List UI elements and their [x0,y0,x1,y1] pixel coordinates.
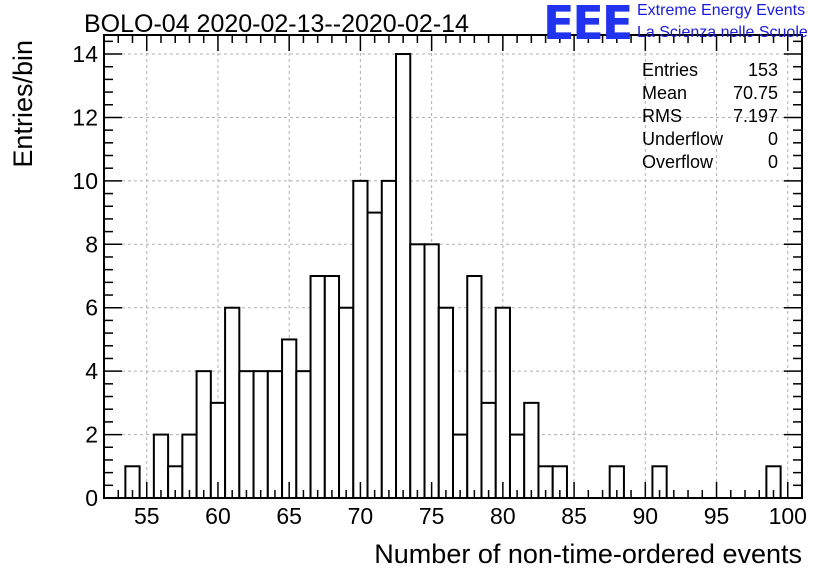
histogram-bar [494,306,511,499]
x-tick-label: 95 [704,503,730,529]
histogram-bar [380,179,398,499]
histogram-bar [409,243,426,499]
histogram-bar [423,243,440,499]
x-tick-label: 100 [769,503,807,529]
histogram-bars [124,53,782,500]
histogram-bar [508,433,526,500]
x-tick-label: 60 [205,503,231,529]
stat-overflow-label: Overflow [642,152,714,172]
x-tick-label: 85 [561,503,587,529]
x-tick-label: 55 [134,503,160,529]
x-axis-label: Number of non-time-ordered events [374,539,802,569]
stat-underflow-value: 0 [767,129,778,149]
histogram-bar [295,370,312,500]
y-tick-label: 14 [72,41,98,67]
stat-mean-value: 70.75 [732,83,778,103]
stat-overflow-value: 0 [767,152,778,172]
histogram-bar [338,306,355,499]
histogram-bar [224,306,241,499]
axes [103,34,803,499]
x-tick-label: 80 [490,503,516,529]
histogram-bar [238,370,255,500]
histogram-bar [523,401,540,499]
histogram-bar [309,275,326,499]
stat-mean-label: Mean [642,83,688,103]
histogram-bar [395,53,412,499]
y-tick-label: 0 [85,485,98,511]
stat-underflow-label: Underflow [642,129,724,149]
x-tick-label: 70 [348,503,374,529]
histogram-bar [466,275,483,499]
y-tick-label: 8 [85,231,98,257]
y-tick-label: 10 [72,168,98,194]
x-tick-label: 75 [419,503,445,529]
histogram-bar [281,338,298,499]
histogram-bar [480,401,497,499]
histogram-bar [452,433,469,500]
y-tick-label: 2 [85,422,98,448]
plot-frame [103,34,803,499]
histogram-bar [152,433,170,500]
logo-caption-line1: Extreme Energy Events [637,2,806,19]
logo-caption-line2: La Scienza nelle Scuole [637,24,808,41]
histogram-bar [252,370,269,500]
histogram-bar [323,275,341,499]
tick-labels: 55 60 65 70 75 80 85 90 95 100 0 2 4 6 8 10 12 14 [72,41,807,529]
chart-title: BOLO-04 2020-02-13--2020-02-14 [84,10,469,38]
histogram-bar [366,211,383,499]
histogram-bar [266,370,284,500]
histogram-bar [195,370,212,500]
eee-logo: EEE [543,0,633,50]
x-tick-label: 90 [633,503,659,529]
y-tick-label: 4 [85,358,98,384]
stat-rms-label: RMS [642,106,682,126]
histogram-bar [437,306,454,499]
y-tick-label: 12 [72,104,98,130]
x-tick-label: 65 [276,503,302,529]
histogram-bar [352,179,369,499]
y-axis-label: Entries/bin [8,40,38,168]
stat-rms-value: 7.197 [732,106,778,126]
stat-entries-label: Entries [642,60,699,80]
histogram-bar [181,433,198,500]
y-tick-label: 6 [85,295,98,321]
stat-entries-value: 153 [747,60,778,80]
